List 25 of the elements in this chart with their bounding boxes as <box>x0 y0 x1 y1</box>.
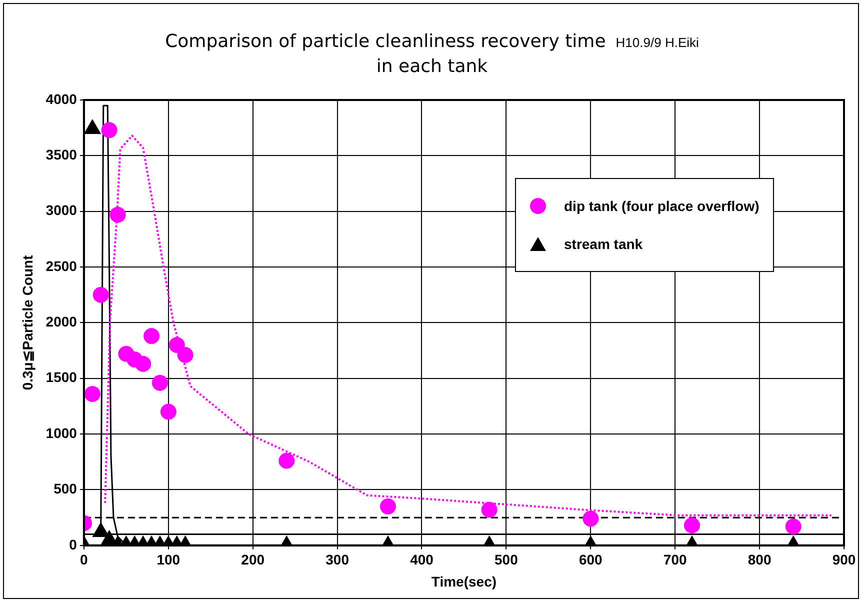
y-tick-label: 2500 <box>46 258 78 274</box>
y-tick-label: 0 <box>69 536 78 552</box>
x-tick-label: 400 <box>410 552 434 568</box>
text: H10.9/9 H.Eiki <box>616 35 699 50</box>
x-tick-label: 500 <box>494 552 518 568</box>
y-tick-label: 3000 <box>46 202 78 218</box>
x-tick-label: 900 <box>832 552 856 568</box>
x-tick-label: 0 <box>80 552 88 568</box>
x-tick-label: 100 <box>156 552 180 568</box>
legend-label: stream tank <box>564 236 643 252</box>
y-tick-label: 4000 <box>46 90 78 107</box>
y-tick-label: 3500 <box>46 146 78 163</box>
y-axis-title: 0.3μ≦Particle Count <box>19 254 36 390</box>
x-tick-label: 600 <box>578 552 603 568</box>
x-tick-label: 300 <box>326 552 350 568</box>
x-tick-label: 700 <box>663 552 687 568</box>
y-tick-label: 1500 <box>46 369 78 386</box>
y-tick-label: 500 <box>54 480 78 497</box>
chart-title: Comparison of particle cleanliness recovery time in each tank <box>165 31 606 77</box>
y-tick-label: 2000 <box>46 314 78 330</box>
x-tick-label: 200 <box>241 552 265 568</box>
y-tick-label: 1000 <box>46 424 78 441</box>
x-axis-title: Time(sec) <box>431 573 497 590</box>
x-tick-label: 800 <box>748 552 772 568</box>
legend-label: dip tank (four place overflow) <box>564 198 760 214</box>
